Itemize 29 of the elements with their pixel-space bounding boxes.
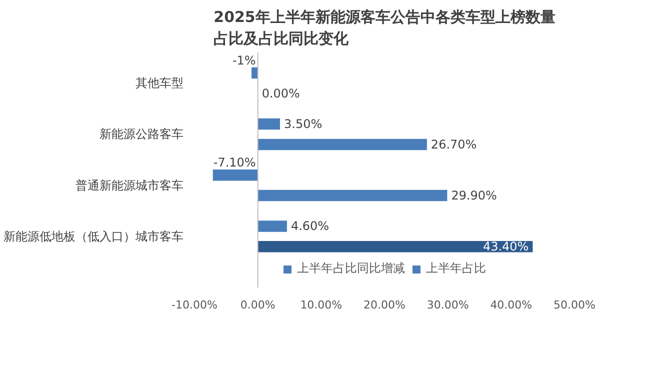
x-tick-label: 50.00% [554, 298, 596, 312]
x-tick-label: 20.00% [364, 298, 406, 312]
bar [258, 241, 533, 252]
y-tick-label: 新能源低地板（低入口）城市客车 [4, 229, 184, 244]
chart-title: 2025年上半年新能源客车公告中各类车型上榜数量占比及占比同比变化 [214, 8, 556, 48]
x-tick-label: 40.00% [490, 298, 532, 312]
x-tick-label: 30.00% [426, 298, 469, 312]
data-label: 43.40% [482, 240, 529, 254]
data-label: -1% [232, 53, 256, 68]
x-tick-label: 0.00% [240, 298, 276, 312]
x-tick-label: -10.00% [172, 298, 218, 312]
data-label: -7.10% [213, 155, 256, 170]
data-label: 4.60% [290, 219, 330, 234]
legend-label: 上半年占比同比增减 [297, 260, 405, 277]
data-label: 0.00% [262, 86, 300, 100]
y-tick-label: 新能源公路客车 [100, 127, 184, 142]
x-tick-label: 10.00% [300, 298, 342, 312]
legend-label: 上半年占比 [426, 260, 486, 277]
bar [258, 190, 448, 202]
bar [258, 138, 427, 150]
bar [252, 67, 258, 79]
data-label: 26.70% [430, 137, 477, 152]
y-tick-label: 其他车型 [136, 76, 184, 90]
data-label: 3.50% [284, 117, 322, 132]
data-label: 29.90% [451, 188, 497, 203]
bar [212, 169, 258, 181]
bar [258, 220, 287, 232]
bar [258, 118, 280, 130]
y-tick-label: 普通新能源城市客车 [76, 178, 184, 192]
